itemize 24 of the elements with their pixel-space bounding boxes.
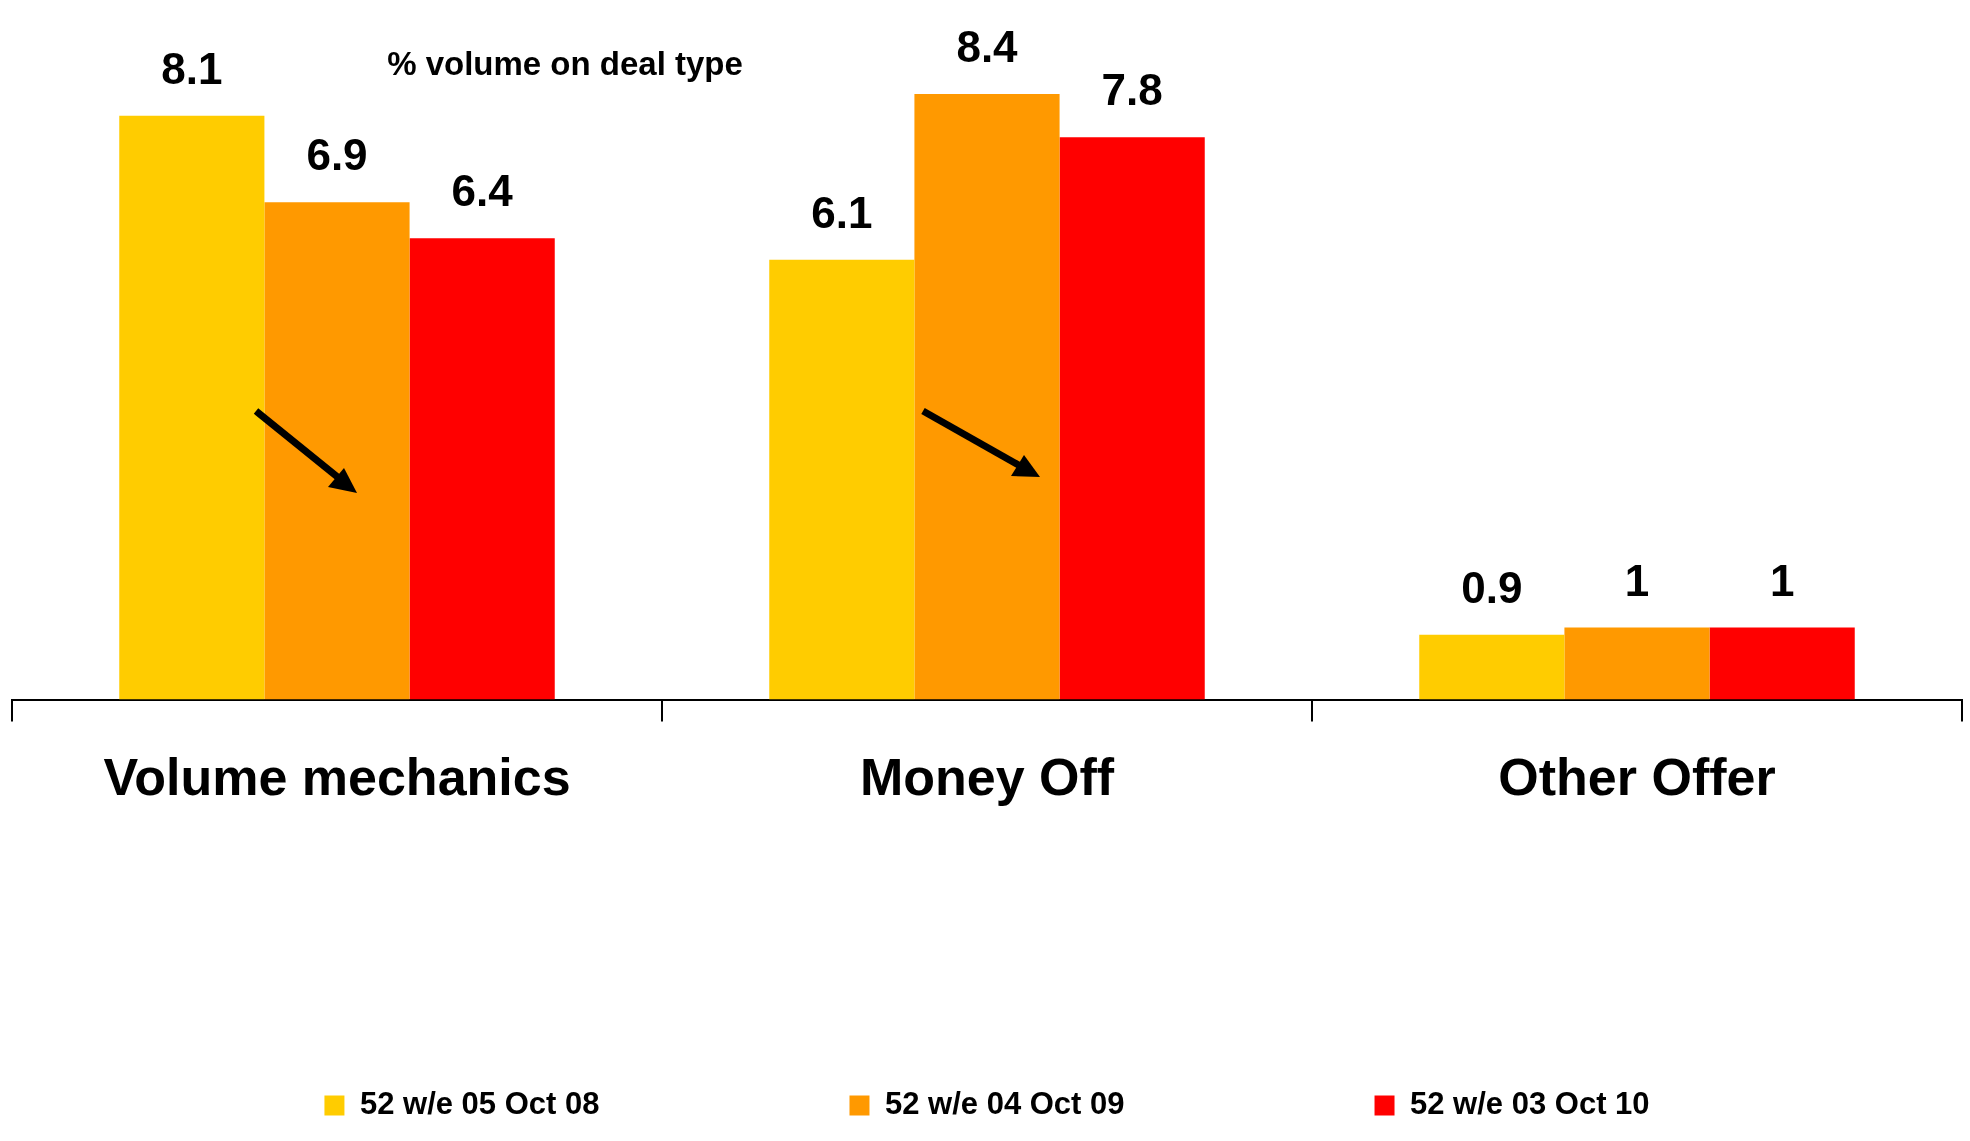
bar xyxy=(914,94,1060,700)
data-label: 6.9 xyxy=(306,130,368,180)
data-label: 1 xyxy=(1769,555,1795,605)
x-tick-label: Money Off xyxy=(859,748,1115,807)
bar xyxy=(1709,627,1855,700)
data-label: 8.4 xyxy=(956,22,1019,72)
bar xyxy=(1564,627,1710,700)
legend-label: 52 w/e 04 Oct 09 xyxy=(884,1086,1125,1122)
bar xyxy=(409,238,555,700)
bar xyxy=(1059,137,1205,700)
x-tick-label: Volume mechanics xyxy=(103,748,571,807)
chart-title: % volume on deal type xyxy=(387,45,743,83)
legend-label: 52 w/e 05 Oct 08 xyxy=(359,1086,600,1122)
legend-label: 52 w/e 03 Oct 10 xyxy=(1410,1086,1650,1122)
bar xyxy=(1419,634,1565,700)
data-label: 7.8 xyxy=(1101,65,1163,115)
data-label: 8.1 xyxy=(161,43,223,93)
data-label: 0.9 xyxy=(1461,562,1523,612)
bar xyxy=(769,259,915,700)
data-label: 1 xyxy=(1624,555,1650,605)
bar xyxy=(119,115,265,700)
data-label: 6.1 xyxy=(811,187,873,237)
x-tick-label: Other Offer xyxy=(1498,748,1776,807)
data-label: 6.4 xyxy=(451,166,514,216)
